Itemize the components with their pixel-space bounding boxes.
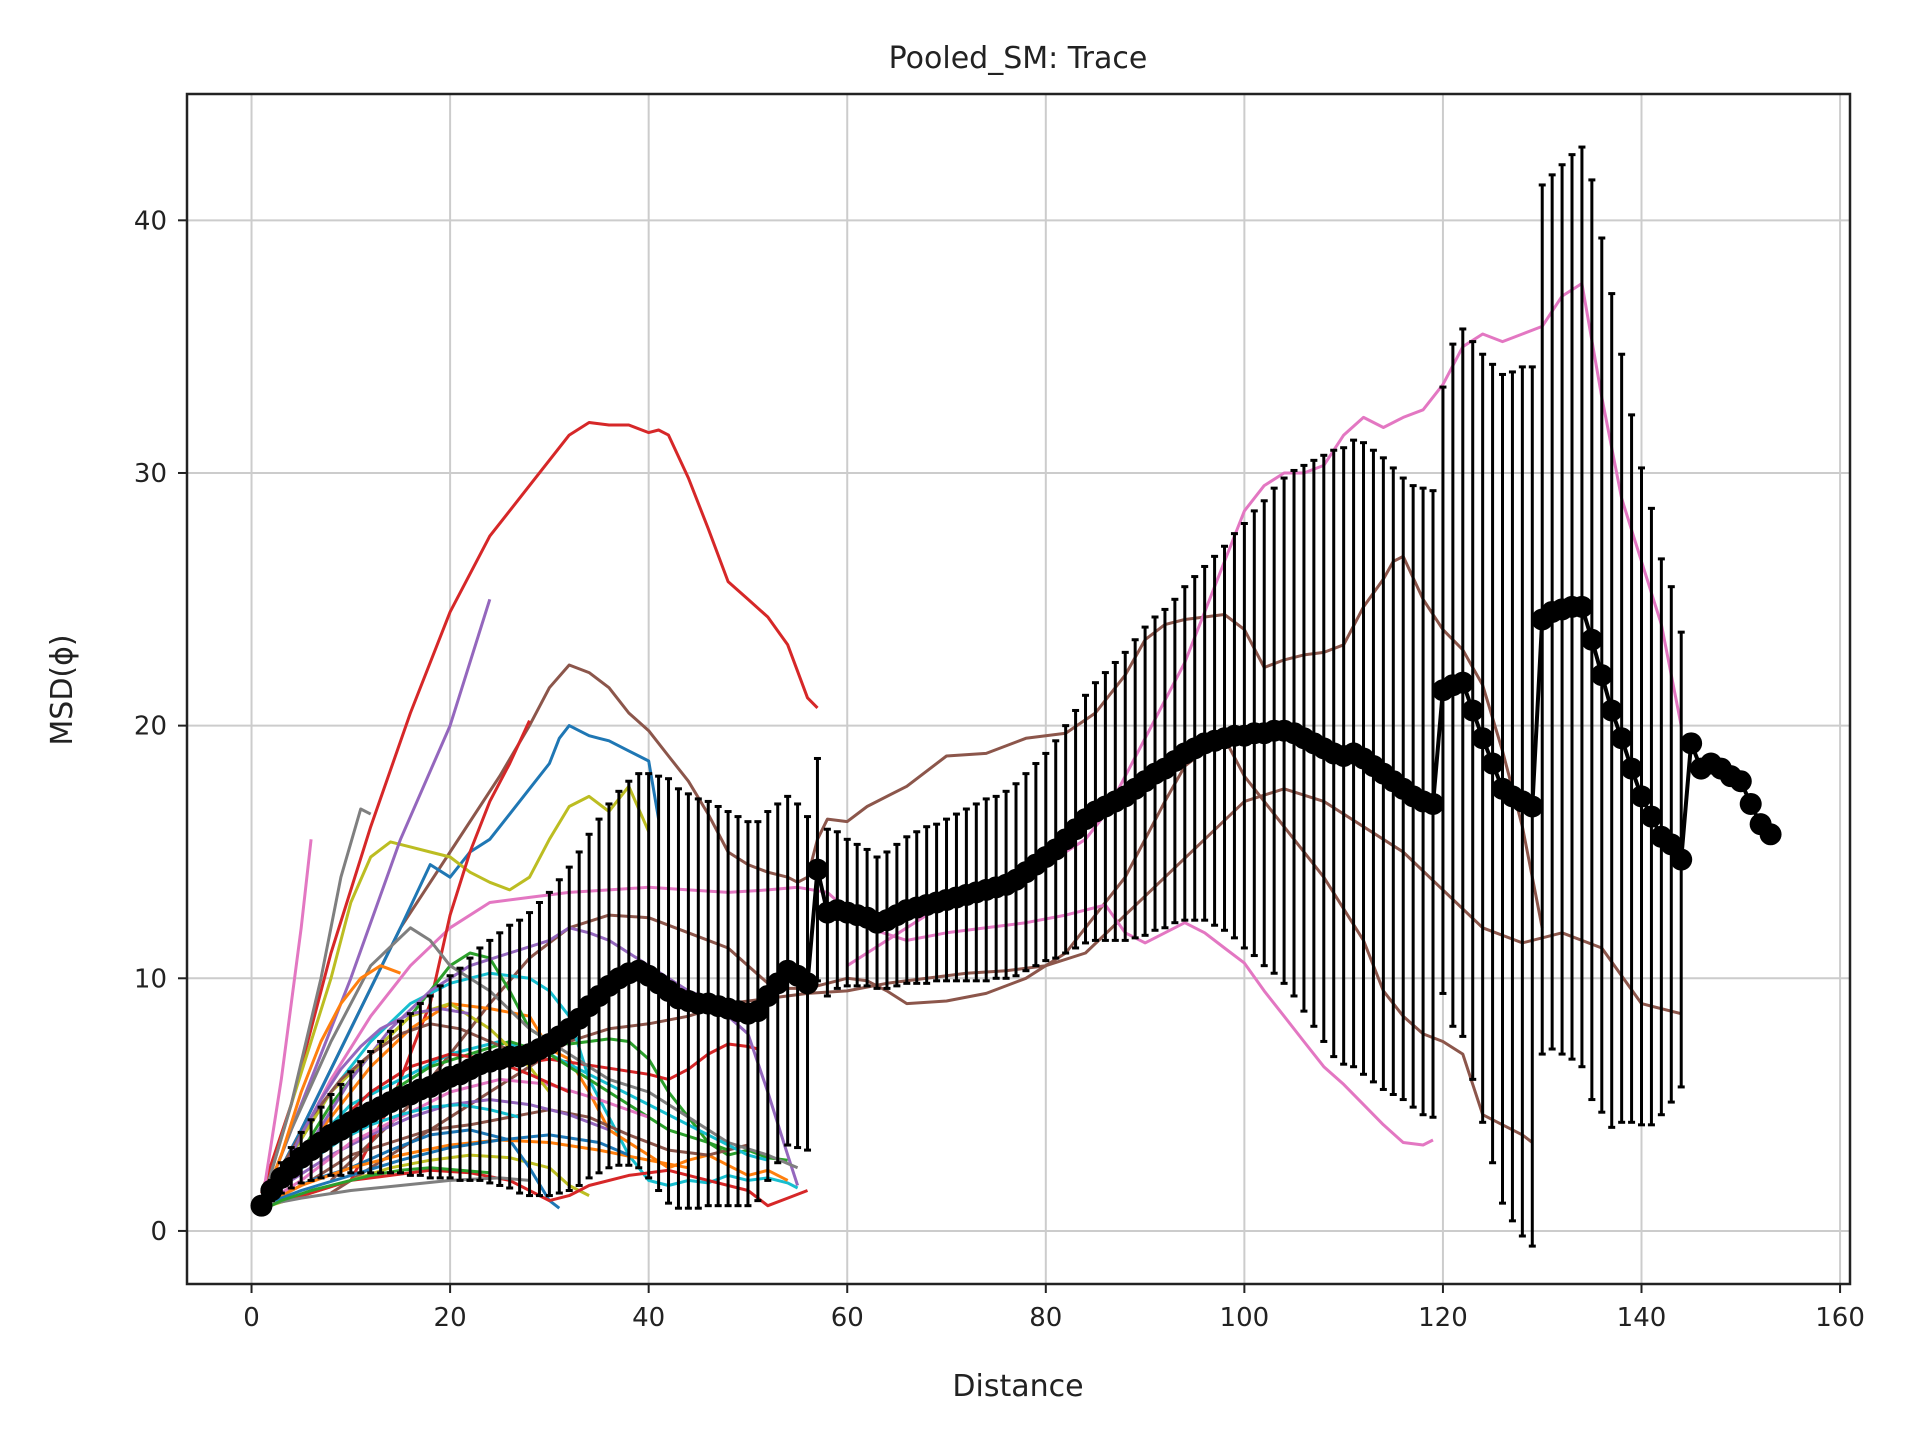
trace-line-0 [260, 421, 819, 1194]
x-tick-label: 0 [243, 1303, 260, 1333]
mean-point [1670, 848, 1693, 871]
mean-point [1640, 805, 1663, 828]
trace-line-6 [260, 724, 661, 1207]
y-tick-label: 40 [134, 206, 167, 236]
plot-frame [185, 92, 1852, 1286]
mean-point [1461, 699, 1484, 722]
mean-point [1451, 671, 1474, 694]
x-tick-label: 20 [434, 1303, 467, 1333]
trace-line-2 [329, 736, 1534, 1182]
mean-point [796, 972, 819, 995]
x-tick-label: 80 [1029, 1303, 1062, 1333]
trace-line-1 [260, 554, 1544, 1207]
mean-point [1610, 727, 1633, 750]
y-tick-label: 10 [134, 964, 167, 994]
x-tick-label: 160 [1815, 1303, 1865, 1333]
mean-point [1471, 727, 1494, 750]
trace-line-10 [260, 839, 313, 1206]
mean-point [806, 858, 829, 881]
y-axis-label: MSD(ϕ) [45, 634, 80, 745]
mean-point [1521, 795, 1544, 818]
mean-point [1739, 792, 1762, 815]
mean-point [1590, 664, 1613, 687]
chart-title: Pooled_SM: Trace [889, 41, 1148, 76]
mean-point [1570, 595, 1593, 618]
mean-point [1481, 752, 1504, 775]
y-tick-label: 0 [150, 1217, 167, 1247]
mean-point [1600, 699, 1623, 722]
x-tick-label: 60 [831, 1303, 864, 1333]
trace-line-34 [260, 964, 402, 1207]
x-tick-label: 120 [1418, 1303, 1468, 1333]
trace-line-9 [260, 807, 372, 1207]
y-tick-label: 30 [134, 459, 167, 489]
mean-point [1620, 757, 1643, 780]
axis-ticks: 0 20 40 60 80 100 120 140 160 0 10 20 30 40 [134, 206, 1865, 1333]
x-tick-label: 40 [632, 1303, 665, 1333]
x-tick-label: 140 [1617, 1303, 1667, 1333]
mean-point [1580, 628, 1603, 651]
mean-point [1729, 770, 1752, 793]
trace-line-20 [261, 1168, 809, 1208]
mean-point [1759, 823, 1782, 846]
x-axis-label: Distance [952, 1369, 1083, 1404]
mean-point [1422, 792, 1445, 815]
x-tick-label: 100 [1220, 1303, 1270, 1333]
mean-point [1630, 785, 1653, 808]
mean-series [250, 595, 1782, 1217]
mean-point [1680, 732, 1703, 755]
trace-line-7 [260, 784, 651, 1207]
y-tick-label: 20 [134, 712, 167, 742]
